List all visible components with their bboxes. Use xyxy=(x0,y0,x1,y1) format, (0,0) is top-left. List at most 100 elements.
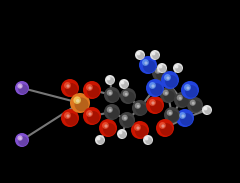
Circle shape xyxy=(149,82,156,89)
Circle shape xyxy=(190,100,196,106)
Circle shape xyxy=(139,56,157,74)
Circle shape xyxy=(65,113,78,126)
Circle shape xyxy=(165,75,178,88)
Circle shape xyxy=(166,76,170,80)
Circle shape xyxy=(187,97,203,113)
Circle shape xyxy=(119,131,122,135)
Circle shape xyxy=(143,135,153,145)
Circle shape xyxy=(169,112,172,115)
Circle shape xyxy=(164,91,175,102)
Circle shape xyxy=(136,104,147,115)
Circle shape xyxy=(152,52,156,55)
Circle shape xyxy=(66,84,70,88)
Circle shape xyxy=(64,82,71,89)
Circle shape xyxy=(165,92,168,95)
Circle shape xyxy=(119,131,126,138)
Circle shape xyxy=(122,115,128,121)
Circle shape xyxy=(160,87,176,103)
Circle shape xyxy=(174,92,190,108)
Circle shape xyxy=(181,114,185,118)
Circle shape xyxy=(156,69,167,80)
Circle shape xyxy=(146,79,164,97)
Circle shape xyxy=(185,85,198,98)
Circle shape xyxy=(86,84,93,91)
Circle shape xyxy=(102,122,109,129)
Circle shape xyxy=(123,116,134,127)
Circle shape xyxy=(159,122,166,129)
Circle shape xyxy=(107,107,113,113)
Circle shape xyxy=(143,60,156,73)
Circle shape xyxy=(205,108,207,110)
Circle shape xyxy=(99,119,117,137)
Circle shape xyxy=(204,107,208,111)
Circle shape xyxy=(168,111,179,122)
Circle shape xyxy=(159,65,162,68)
Circle shape xyxy=(64,112,71,119)
Circle shape xyxy=(137,52,144,59)
Circle shape xyxy=(105,75,115,85)
Circle shape xyxy=(164,107,180,123)
Circle shape xyxy=(151,84,155,88)
Circle shape xyxy=(103,123,116,136)
Circle shape xyxy=(152,65,168,81)
Circle shape xyxy=(17,135,23,141)
Circle shape xyxy=(19,137,22,140)
Circle shape xyxy=(61,109,79,127)
Circle shape xyxy=(107,77,114,84)
Circle shape xyxy=(142,59,149,66)
Circle shape xyxy=(173,63,183,73)
Circle shape xyxy=(176,109,194,127)
Circle shape xyxy=(153,53,155,55)
Circle shape xyxy=(137,52,140,55)
Circle shape xyxy=(204,107,211,114)
Circle shape xyxy=(61,79,79,97)
Circle shape xyxy=(146,138,148,140)
Circle shape xyxy=(161,71,179,89)
Circle shape xyxy=(124,117,127,120)
Circle shape xyxy=(152,52,159,59)
Circle shape xyxy=(95,135,105,145)
Circle shape xyxy=(104,104,120,120)
Circle shape xyxy=(124,92,135,103)
Circle shape xyxy=(163,90,169,96)
Circle shape xyxy=(145,137,149,141)
Circle shape xyxy=(137,105,140,108)
Circle shape xyxy=(161,124,165,128)
Circle shape xyxy=(135,103,141,109)
Circle shape xyxy=(144,61,148,65)
Circle shape xyxy=(167,110,173,116)
Circle shape xyxy=(121,81,128,88)
Circle shape xyxy=(156,119,174,137)
Circle shape xyxy=(145,137,152,144)
Circle shape xyxy=(138,53,140,55)
Circle shape xyxy=(177,95,183,101)
Circle shape xyxy=(117,129,127,139)
Circle shape xyxy=(191,101,202,112)
Circle shape xyxy=(104,87,120,103)
Circle shape xyxy=(120,88,136,104)
Circle shape xyxy=(83,81,101,99)
Circle shape xyxy=(150,83,163,96)
Circle shape xyxy=(175,65,179,68)
Circle shape xyxy=(202,105,212,115)
Circle shape xyxy=(131,121,149,139)
Circle shape xyxy=(125,93,128,96)
Circle shape xyxy=(108,78,110,80)
Circle shape xyxy=(120,132,122,134)
Circle shape xyxy=(88,86,92,90)
Circle shape xyxy=(160,123,173,136)
Circle shape xyxy=(155,68,161,74)
Circle shape xyxy=(160,66,162,68)
Circle shape xyxy=(98,138,100,140)
Circle shape xyxy=(184,84,191,91)
Circle shape xyxy=(179,112,186,119)
Circle shape xyxy=(149,99,156,106)
Circle shape xyxy=(97,137,101,141)
Circle shape xyxy=(132,100,148,116)
Circle shape xyxy=(136,126,140,130)
Circle shape xyxy=(179,97,182,100)
Circle shape xyxy=(107,90,113,96)
Circle shape xyxy=(122,82,124,84)
Circle shape xyxy=(87,85,100,98)
Circle shape xyxy=(73,96,81,104)
